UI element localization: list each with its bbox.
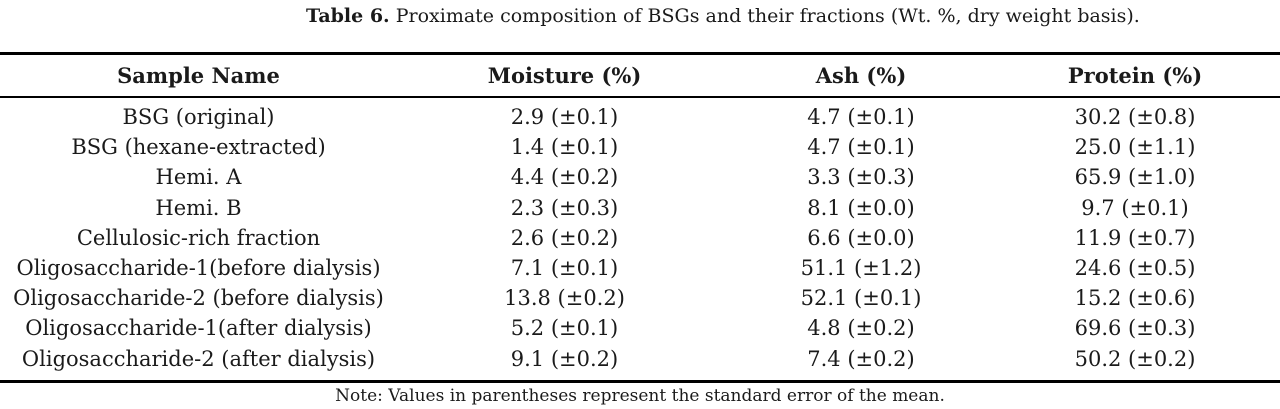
caption-text: Proximate composition of BSGs and their … — [395, 5, 1140, 27]
table-row: Cellulosic-rich fraction 2.6 (±0.2) 6.6 … — [0, 223, 1280, 253]
ash-cell: 6.6 (±0.0) — [807, 225, 915, 250]
table-note: Note: Values in parentheses represent th… — [335, 386, 945, 406]
header-row: Sample Name Moisture (%) Ash (%) Protein… — [0, 55, 1280, 96]
moisture-cell: 5.2 (±0.1) — [510, 316, 619, 341]
ash-cell: 8.1 (±0.0) — [807, 195, 915, 220]
moisture-cell: 1.4 (±0.1) — [510, 135, 619, 160]
protein-cell: 69.6 (±0.3) — [1074, 316, 1196, 341]
header-sample-name: Sample Name — [117, 63, 280, 88]
table-row: Oligosaccharide-2 (before dialysis) 13.8… — [0, 283, 1280, 313]
table-row: Oligosaccharide-1(before dialysis) 7.1 (… — [0, 253, 1280, 283]
sample-name-cell: BSG (original) — [122, 105, 275, 130]
header-rule — [0, 96, 1280, 98]
moisture-cell: 2.9 (±0.1) — [510, 105, 619, 130]
protein-cell: 11.9 (±0.7) — [1074, 225, 1196, 250]
caption-label: Table 6. — [306, 5, 390, 27]
top-rule — [0, 52, 1280, 55]
sample-name-cell: Oligosaccharide-2 (after dialysis) — [21, 346, 376, 371]
ash-cell: 4.7 (±0.1) — [807, 135, 915, 160]
table-row: Oligosaccharide-1(after dialysis) 5.2 (±… — [0, 313, 1280, 343]
ash-cell: 4.7 (±0.1) — [807, 105, 915, 130]
table-row: BSG (hexane-extracted) 1.4 (±0.1) 4.7 (±… — [0, 132, 1280, 162]
sample-name-cell: Hemi. B — [155, 195, 242, 220]
header-ash: Ash (%) — [815, 63, 907, 88]
moisture-cell: 2.6 (±0.2) — [510, 225, 619, 250]
sample-name-cell: Cellulosic-rich fraction — [76, 225, 321, 250]
moisture-cell: 4.4 (±0.2) — [510, 165, 619, 190]
protein-cell: 30.2 (±0.8) — [1074, 105, 1196, 130]
header-moisture: Moisture (%) — [487, 63, 642, 88]
table-row: Hemi. B 2.3 (±0.3) 8.1 (±0.0) 9.7 (±0.1) — [0, 193, 1280, 223]
sample-name-cell: Hemi. A — [155, 165, 242, 190]
table-row: Oligosaccharide-2 (after dialysis) 9.1 (… — [0, 344, 1280, 374]
moisture-cell: 7.1 (±0.1) — [510, 256, 619, 281]
bottom-rule — [0, 380, 1280, 383]
protein-cell: 24.6 (±0.5) — [1074, 256, 1196, 281]
protein-cell: 25.0 (±1.1) — [1074, 135, 1196, 160]
header-protein: Protein (%) — [1067, 63, 1203, 88]
data-table: BSG (original) 2.9 (±0.1) 4.7 (±0.1) 30.… — [0, 102, 1280, 374]
protein-cell: 50.2 (±0.2) — [1074, 346, 1196, 371]
moisture-cell: 13.8 (±0.2) — [504, 286, 625, 311]
sample-name-cell: BSG (hexane-extracted) — [71, 135, 326, 160]
protein-cell: 15.2 (±0.6) — [1074, 286, 1196, 311]
table-row: BSG (original) 2.9 (±0.1) 4.7 (±0.1) 30.… — [0, 102, 1280, 132]
table-row: Hemi. A 4.4 (±0.2) 3.3 (±0.3) 65.9 (±1.0… — [0, 162, 1280, 192]
moisture-cell: 2.3 (±0.3) — [510, 195, 619, 220]
ash-cell: 4.8 (±0.2) — [807, 316, 915, 341]
protein-cell: 9.7 (±0.1) — [1081, 195, 1189, 220]
ash-cell: 52.1 (±0.1) — [800, 286, 922, 311]
sample-name-cell: Oligosaccharide-2 (before dialysis) — [13, 286, 384, 311]
ash-cell: 51.1 (±1.2) — [800, 256, 922, 281]
moisture-cell: 9.1 (±0.2) — [510, 346, 619, 371]
table-header: Sample Name Moisture (%) Ash (%) Protein… — [0, 55, 1280, 96]
sample-name-cell: Oligosaccharide-1(after dialysis) — [25, 316, 372, 341]
protein-cell: 65.9 (±1.0) — [1074, 165, 1196, 190]
ash-cell: 3.3 (±0.3) — [807, 165, 915, 190]
ash-cell: 7.4 (±0.2) — [807, 346, 915, 371]
sample-name-cell: Oligosaccharide-1(before dialysis) — [16, 256, 381, 281]
